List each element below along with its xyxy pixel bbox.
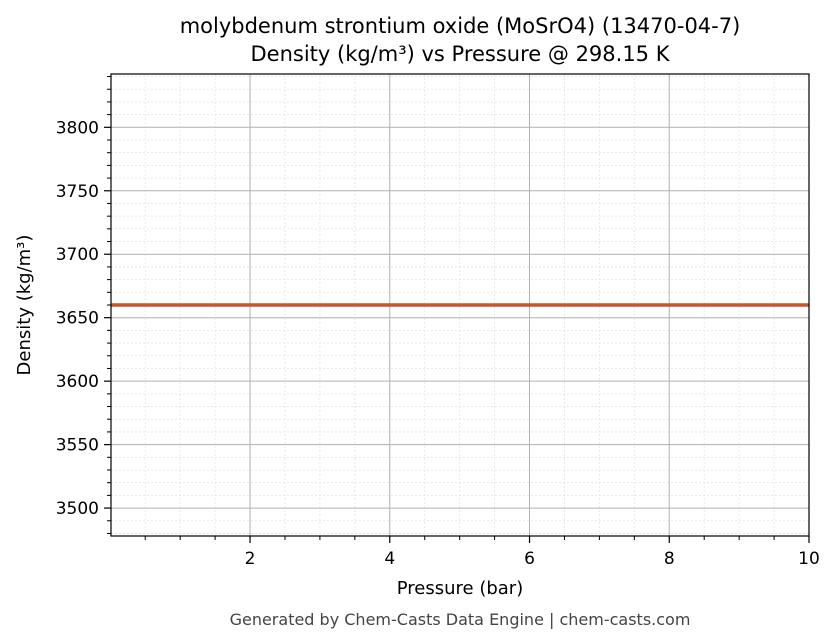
y-tick-label: 3700 [56, 245, 99, 265]
x-tick-labels: 2 4 6 8 10 [245, 549, 820, 569]
y-axis-label: Density (kg/m³) [14, 235, 35, 376]
y-tick-label: 3750 [56, 182, 99, 202]
x-tick-label: 8 [664, 549, 675, 569]
y-tick-label: 3650 [56, 309, 99, 329]
chart-subtitle: Density (kg/m³) vs Pressure @ 298.15 K [250, 42, 670, 66]
x-tick-label: 10 [798, 549, 820, 569]
y-tick-label: 3600 [56, 372, 99, 392]
chart-title: molybdenum strontium oxide (MoSrO4) (134… [180, 14, 741, 38]
y-tick-label: 3550 [56, 436, 99, 456]
x-tick-label: 4 [384, 549, 395, 569]
minor-grid [111, 74, 809, 536]
ticks-layer [104, 76, 810, 543]
x-axis-label: Pressure (bar) [397, 578, 523, 599]
x-tick-label: 2 [245, 549, 256, 569]
y-tick-label: 3800 [56, 118, 99, 138]
y-tick-labels: 3500 3550 3600 3650 3700 3750 3800 [56, 118, 99, 519]
footer-credit: Generated by Chem-Casts Data Engine | ch… [230, 610, 691, 629]
y-tick-label: 3500 [56, 499, 99, 519]
x-tick-label: 6 [524, 549, 535, 569]
